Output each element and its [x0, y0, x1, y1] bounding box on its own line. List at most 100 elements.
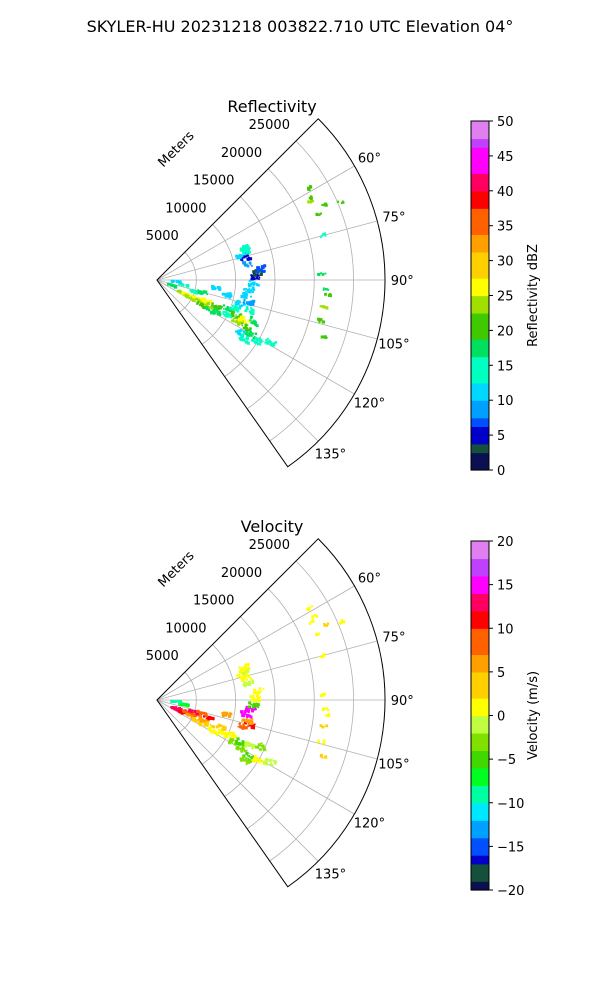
velocity-echo-gate — [217, 724, 221, 728]
reflectivity-echo-gate — [173, 285, 178, 289]
reflectivity-echo-gate — [310, 195, 313, 198]
reflectivity-colorbar-band — [471, 330, 489, 340]
velocity-echo-gate — [188, 711, 191, 715]
reflectivity-echo-gate — [209, 311, 213, 314]
reflectivity-echo-gate — [324, 292, 327, 296]
reflectivity-echo-gate — [251, 332, 254, 335]
figure-suptitle: SKYLER-HU 20231218 003822.710 UTC Elevat… — [87, 17, 514, 36]
velocity-echo-gate — [252, 707, 257, 711]
reflectivity-echo-gate — [251, 312, 255, 316]
velocity-echo-gate — [248, 680, 251, 684]
reflectivity-echo-gate — [270, 344, 272, 347]
reflectivity-echo-gate — [176, 281, 179, 284]
reflectivity-echo-gate — [323, 287, 325, 290]
velocity-echo-gate — [241, 726, 244, 730]
velocity-echo-gate — [242, 723, 245, 726]
reflectivity-echo-gate — [217, 307, 221, 311]
reflectivity-echo-gate — [242, 338, 246, 342]
reflectivity-echo-gate — [236, 309, 240, 313]
velocity-echo-gate — [246, 715, 250, 718]
velocity-echo-gate — [230, 734, 234, 738]
reflectivity-echo-gate — [232, 308, 235, 312]
velocity-echo-gate — [193, 709, 197, 713]
reflectivity-echo-gate — [216, 285, 220, 289]
velocity-echo-gate — [253, 760, 256, 763]
reflectivity-echo-gate — [211, 307, 214, 310]
reflectivity-colorbar-band — [471, 435, 489, 445]
velocity-echo-gate — [243, 669, 246, 672]
velocity-echo-gate — [245, 713, 248, 716]
reflectivity-echo-gate — [224, 293, 227, 296]
reflectivity-echo-gate — [241, 324, 243, 327]
velocity-azimuth-tick-label: 90° — [391, 694, 414, 709]
reflectivity-echo-gate — [342, 201, 345, 204]
velocity-colorbar-band — [471, 881, 489, 891]
velocity-echo-gate — [313, 613, 317, 617]
velocity-echo-gate — [326, 708, 330, 712]
reflectivity-echo-gate — [311, 196, 313, 199]
velocity-echo-gate — [241, 667, 245, 671]
velocity-echo-gate — [245, 726, 248, 729]
velocity-echo-gate — [312, 618, 314, 620]
velocity-echo-gate — [309, 606, 312, 609]
reflectivity-echo-gate — [195, 297, 199, 301]
reflectivity-colorbar-band — [471, 278, 489, 288]
velocity-echo-gate — [246, 760, 250, 764]
reflectivity-echo-gate — [181, 291, 185, 295]
velocity-colorbar-band — [471, 872, 489, 882]
velocity-azimuth-gridline — [156, 699, 378, 760]
reflectivity-echo-gate — [319, 318, 323, 322]
velocity-echo-gate — [224, 713, 228, 717]
reflectivity-echo-gate — [242, 251, 244, 254]
reflectivity-echo-gate — [242, 256, 245, 259]
velocity-echo-gate — [262, 746, 266, 750]
reflectivity-echo-gate — [245, 307, 249, 311]
reflectivity-echo-gate — [240, 335, 243, 339]
reflectivity-echo-gate — [197, 290, 201, 294]
velocity-echo-gate — [247, 757, 249, 760]
reflectivity-echo-gate — [244, 326, 247, 329]
reflectivity-echo-gate — [234, 316, 237, 319]
reflectivity-range-tick-label: 25000 — [249, 118, 290, 133]
reflectivity-echo-gate — [342, 200, 344, 202]
reflectivity-echo-gate — [263, 264, 267, 268]
velocity-echo-gate — [225, 732, 228, 736]
reflectivity-echo-gate — [251, 302, 255, 306]
reflectivity-echo-gate — [319, 305, 322, 308]
reflectivity-colorbar-band — [471, 225, 489, 236]
reflectivity-echo-gate — [212, 312, 216, 315]
reflectivity-echo-gate — [242, 330, 246, 334]
velocity-echo-gate — [245, 741, 248, 744]
velocity-echo-gate — [258, 762, 260, 764]
reflectivity-echo-gate — [244, 261, 247, 263]
reflectivity-echo-gate — [211, 285, 215, 289]
velocity-echo-gate — [317, 740, 321, 744]
reflectivity-echo-gate — [230, 312, 233, 314]
reflectivity-colorbar-band — [471, 129, 489, 140]
velocity-echo-gate — [203, 715, 206, 718]
velocity-echo-gate — [248, 675, 250, 678]
reflectivity-echo-gate — [243, 299, 246, 302]
reflectivity-echo-gate — [190, 294, 193, 297]
velocity-echo-gate — [255, 702, 258, 705]
velocity-echo-gate — [197, 722, 199, 724]
reflectivity-title: Reflectivity — [227, 97, 316, 116]
velocity-colorbar-band — [471, 619, 489, 629]
reflectivity-echo-gate — [231, 319, 234, 323]
reflectivity-echo-gate — [246, 288, 249, 292]
reflectivity-echo-gate — [222, 313, 225, 315]
reflectivity-colorbar-band — [471, 391, 489, 401]
reflectivity-range-tick-label: 15000 — [193, 174, 234, 189]
reflectivity-echo-gate — [235, 308, 238, 311]
reflectivity-echo-gate — [222, 310, 225, 314]
reflectivity-echo-gate — [246, 257, 250, 261]
reflectivity-echo-gate — [173, 284, 175, 287]
reflectivity-echo-gate — [237, 319, 240, 322]
reflectivity-echo-gate — [266, 337, 269, 340]
velocity-echo-gate — [223, 711, 226, 714]
velocity-colorbar-band — [471, 846, 489, 856]
reflectivity-echo-gate — [228, 309, 232, 313]
velocity-echo-gate — [208, 726, 212, 729]
velocity-echo-gate — [207, 718, 210, 720]
reflectivity-echo-gate — [317, 273, 321, 277]
